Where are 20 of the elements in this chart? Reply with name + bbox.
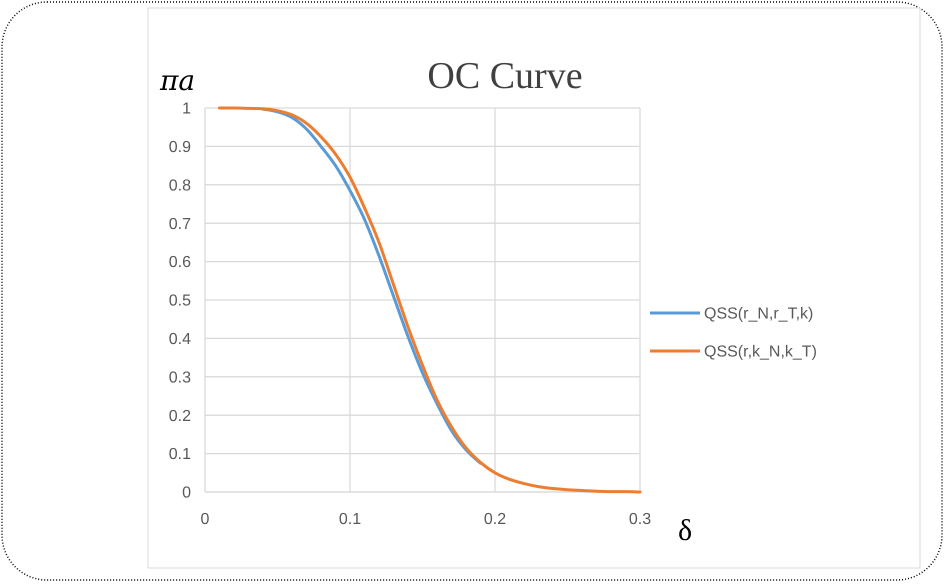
x-tick-label: 0.2: [484, 511, 506, 528]
y-tick-label: 1: [182, 100, 192, 118]
chart-title: OC Curve: [427, 55, 583, 97]
x-tick-label: 0: [200, 511, 210, 528]
legend-label: QSS(r_N,r_T,k): [704, 306, 814, 323]
y-tick-label: 0.6: [168, 254, 192, 272]
x-tick-label: 0.3: [628, 511, 652, 528]
y-tick-label: 0.1: [168, 446, 192, 464]
x-tick-label: 0.1: [338, 511, 362, 528]
y-tick-label: 0.9: [168, 139, 192, 156]
y-tick-label: 0.7: [168, 216, 192, 233]
y-tick-label: 0.4: [168, 331, 192, 348]
y-tick-label: 0.3: [168, 369, 192, 386]
y-tick-label: 0.5: [168, 292, 192, 310]
y-tick-label: 0.8: [168, 177, 192, 194]
y-axis-title: πa: [159, 64, 196, 97]
legend-label: QSS(r,k_N,k_T): [704, 344, 817, 361]
y-tick-label: 0.2: [168, 408, 192, 425]
x-axis-title: δ: [678, 514, 692, 547]
y-tick-label: 0: [182, 484, 192, 502]
